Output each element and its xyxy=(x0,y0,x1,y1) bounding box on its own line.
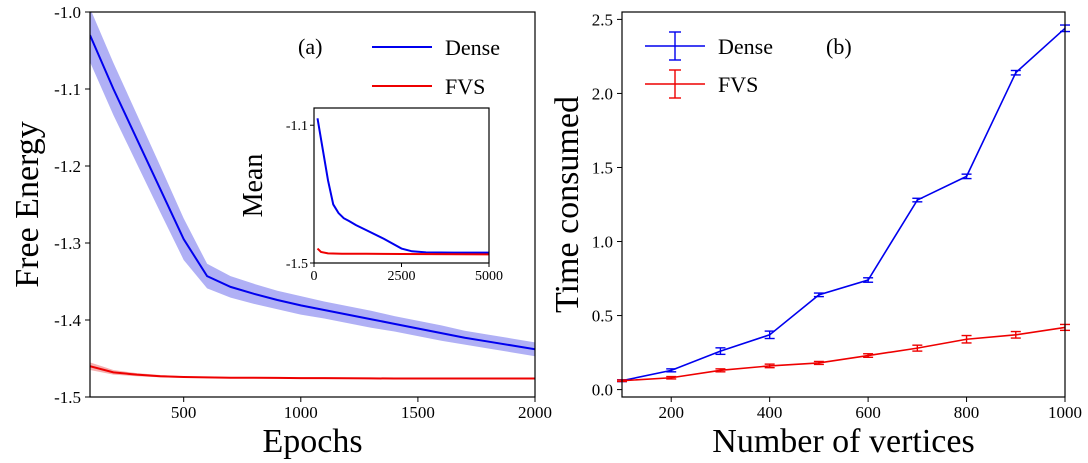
inset-y-tick-label: -1.1 xyxy=(286,119,308,134)
series-line-dense xyxy=(621,27,1066,382)
inset-y-axis-label: Mean xyxy=(238,154,269,218)
error-bar-fvs xyxy=(666,375,677,380)
panel-a-free-energy-chart: 500 1000 1500 2000 -1.0 -1.1 -1.2 -1.3 -1.4 -1.5 E… xyxy=(9,3,552,460)
legend-label-dense: Dense xyxy=(718,34,773,59)
y-tick-label: 0.5 xyxy=(592,307,613,326)
error-bar-fvs xyxy=(764,363,775,369)
y-tick-label: -1.0 xyxy=(54,3,81,22)
x-tick-label: 2000 xyxy=(518,403,552,422)
x-tick-label: 500 xyxy=(171,403,197,422)
x-tick-label: 400 xyxy=(757,403,783,422)
error-bar-fvs xyxy=(961,334,972,344)
y-tick-label: -1.1 xyxy=(54,80,81,99)
error-bar-fvs xyxy=(813,360,824,366)
panel-b-axes-frame xyxy=(621,11,1066,398)
inset-x-tick-label: 2500 xyxy=(388,269,416,284)
series-line-fvs xyxy=(90,365,535,380)
y-tick-label: 1.5 xyxy=(592,158,613,177)
inset-x-tick-label: 5000 xyxy=(475,269,503,284)
legend-label-dense: Dense xyxy=(445,35,500,60)
x-tick-label: 600 xyxy=(855,403,881,422)
inset-plot-area xyxy=(316,118,489,256)
y-tick-label: 2.0 xyxy=(592,84,613,103)
panel-label: (a) xyxy=(298,34,322,59)
legend: Dense FVS xyxy=(372,35,500,99)
x-tick-label: 200 xyxy=(658,403,684,422)
panel-b-time-consumed-chart: 200 400 600 800 1000 0.0 0.5 1.0 1.5 2.0 2.5 Number… xyxy=(549,10,1082,460)
inset-line-fvs xyxy=(316,247,489,256)
error-bar-dense xyxy=(764,330,775,340)
series-line-dense xyxy=(90,34,535,351)
inset-line-dense xyxy=(316,118,489,254)
y-tick-label: -1.5 xyxy=(54,388,81,407)
panel-a-plot-area xyxy=(90,12,535,380)
panel-b-series xyxy=(617,24,1070,383)
x-axis-label: Epochs xyxy=(262,423,362,460)
y-tick-label: 0.0 xyxy=(592,381,613,400)
inset-y-tick-label: -1.5 xyxy=(286,257,308,272)
x-tick-label: 1000 xyxy=(284,403,318,422)
legend-swatch-fvs xyxy=(645,69,705,99)
y-tick-label: 1.0 xyxy=(592,233,613,252)
y-tick-label: -1.4 xyxy=(54,311,81,330)
x-axis-label: Number of vertices xyxy=(712,423,974,460)
panel-label: (b) xyxy=(826,34,852,59)
legend-swatch-dense xyxy=(645,31,705,61)
error-bar-dense xyxy=(912,197,923,203)
legend-label-fvs: FVS xyxy=(718,72,758,97)
error-bar-dense xyxy=(961,173,972,180)
x-tick-label: 1000 xyxy=(1048,403,1082,422)
y-tick-label: 2.5 xyxy=(592,10,613,29)
legend: Dense FVS xyxy=(645,31,773,99)
legend-label-fvs: FVS xyxy=(445,74,485,99)
series-line-fvs xyxy=(621,326,1066,382)
y-axis-label: Time consumed xyxy=(549,96,586,313)
error-bar-dense xyxy=(666,368,677,373)
error-bar-fvs xyxy=(863,353,874,359)
x-tick-label: 1500 xyxy=(401,403,435,422)
error-bar-dense xyxy=(715,347,726,356)
error-bar-dense xyxy=(863,277,874,283)
error-bar-fvs xyxy=(1010,330,1021,339)
y-tick-label: -1.2 xyxy=(54,157,81,176)
error-bar-fvs xyxy=(912,344,923,352)
x-tick-label: 800 xyxy=(954,403,980,422)
inset-chart: 0 2500 5000 -1.1 -1.5 Mean xyxy=(238,107,503,284)
inset-x-tick-label: 0 xyxy=(311,269,318,284)
inset-background xyxy=(314,108,489,263)
y-axis-label: Free Energy xyxy=(9,121,46,287)
panel-a-axes-frame xyxy=(89,11,536,398)
error-bar-dense xyxy=(813,292,824,298)
error-bar-dense xyxy=(1010,69,1021,76)
series-band-dense xyxy=(90,12,535,357)
y-tick-label: -1.3 xyxy=(54,234,81,253)
error-bar-fvs xyxy=(715,368,726,373)
